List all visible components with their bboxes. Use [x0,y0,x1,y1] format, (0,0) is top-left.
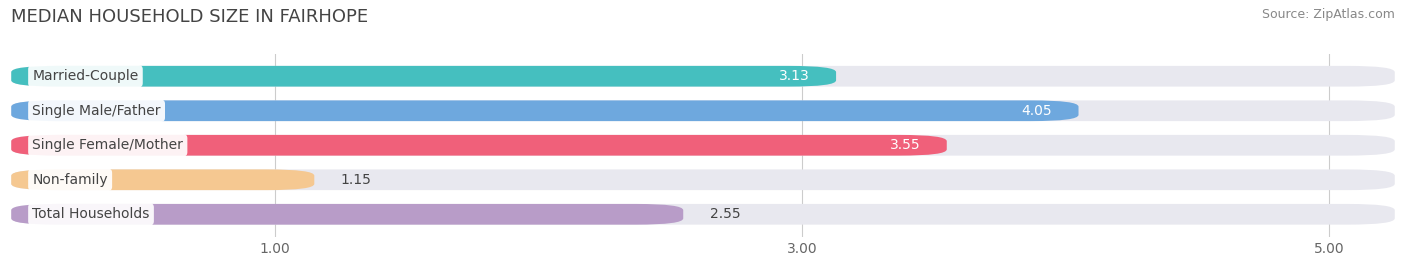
Text: Source: ZipAtlas.com: Source: ZipAtlas.com [1261,8,1395,21]
FancyBboxPatch shape [11,204,683,225]
Text: 1.15: 1.15 [340,173,371,187]
Text: Married-Couple: Married-Couple [32,69,139,83]
Text: 3.55: 3.55 [890,138,921,152]
FancyBboxPatch shape [11,135,1395,155]
FancyBboxPatch shape [11,100,1078,121]
Text: 3.13: 3.13 [779,69,810,83]
FancyBboxPatch shape [11,169,1395,190]
FancyBboxPatch shape [11,135,946,155]
FancyBboxPatch shape [11,66,837,87]
Text: MEDIAN HOUSEHOLD SIZE IN FAIRHOPE: MEDIAN HOUSEHOLD SIZE IN FAIRHOPE [11,8,368,26]
Text: Single Male/Father: Single Male/Father [32,104,160,118]
FancyBboxPatch shape [11,169,315,190]
FancyBboxPatch shape [11,100,1395,121]
Text: Total Households: Total Households [32,207,149,221]
FancyBboxPatch shape [11,204,1395,225]
FancyBboxPatch shape [11,66,1395,87]
Text: 4.05: 4.05 [1022,104,1052,118]
Text: Single Female/Mother: Single Female/Mother [32,138,183,152]
Text: 2.55: 2.55 [710,207,740,221]
Text: Non-family: Non-family [32,173,108,187]
